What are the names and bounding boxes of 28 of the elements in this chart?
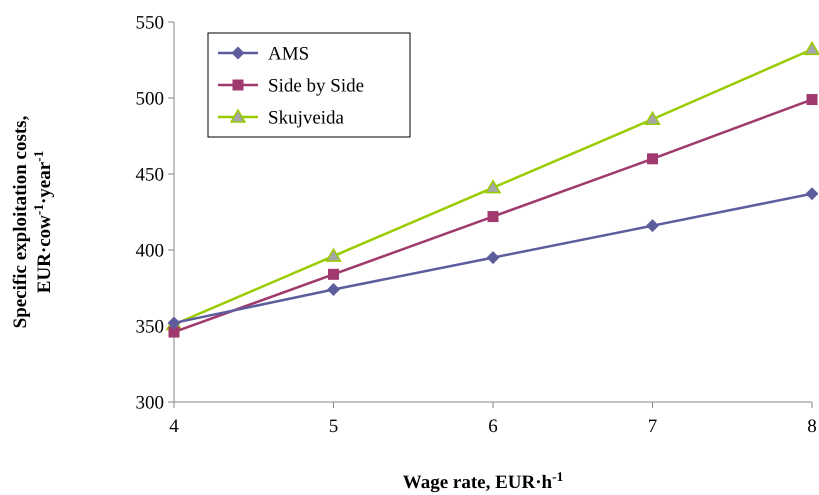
x-tick-label: 7 xyxy=(648,416,658,437)
x-tick-label: 6 xyxy=(488,416,498,437)
point xyxy=(647,153,658,164)
y-tick-label: 350 xyxy=(136,316,164,338)
point xyxy=(488,211,498,222)
point xyxy=(806,187,818,200)
point xyxy=(804,42,819,56)
point xyxy=(646,219,659,232)
y-tick-label: 300 xyxy=(136,392,164,414)
legend-label: AMS xyxy=(268,44,310,65)
point xyxy=(486,251,500,264)
point xyxy=(327,283,340,296)
point xyxy=(168,326,180,338)
x-tick-label: 5 xyxy=(328,416,338,437)
x-tick-label: 4 xyxy=(169,416,180,437)
point xyxy=(328,268,339,280)
legend-label: Side by Side xyxy=(268,76,364,97)
y-tick-label: 450 xyxy=(136,164,164,186)
legend-label: Skujveida xyxy=(268,108,345,129)
point xyxy=(644,112,660,126)
point xyxy=(485,180,501,194)
point xyxy=(806,94,818,106)
y-tick-label: 500 xyxy=(136,88,164,110)
x-axis-title: Wage rate, EUR·h$^{-1}$ xyxy=(402,468,564,493)
y-tick-label: 550 xyxy=(136,12,164,34)
y-tick-label: 400 xyxy=(136,240,164,262)
point xyxy=(326,248,342,262)
x-tick-label: 8 xyxy=(807,416,817,437)
